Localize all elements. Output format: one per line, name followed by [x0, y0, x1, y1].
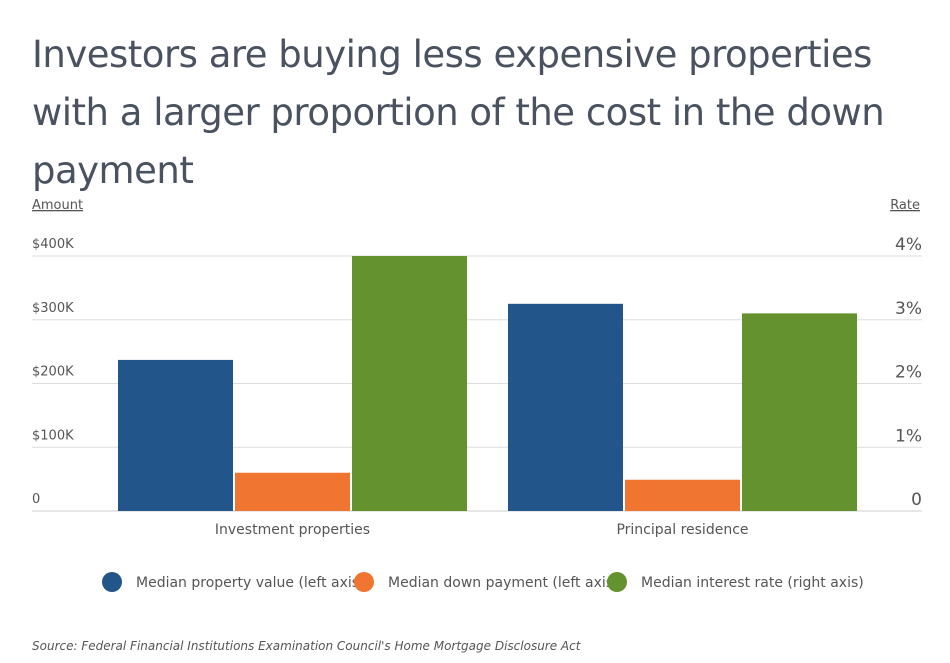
category-label: Principal residence: [616, 522, 748, 538]
bar-1-1: [118, 359, 233, 511]
right-tick-label: 1%: [895, 426, 922, 446]
legend-swatch: [354, 572, 374, 592]
bar-3-2: [742, 313, 857, 511]
legend-label: Median property value (left axis): [136, 575, 365, 591]
left-tick-label: $400K: [32, 237, 74, 252]
bar-3-1: [352, 256, 467, 511]
right-tick-label: 4%: [895, 235, 922, 255]
legend-swatch: [102, 572, 122, 592]
right-tick-label: 0: [911, 490, 922, 510]
bar-2-2: [625, 479, 740, 511]
category-label: Investment properties: [215, 522, 370, 538]
right-axis-title: Rate: [890, 198, 920, 213]
left-tick-label: $100K: [32, 428, 74, 443]
chart-title: Investors are buying less expensive prop…: [32, 33, 885, 192]
left-tick-label: 0: [32, 492, 40, 507]
left-tick-label: $300K: [32, 301, 74, 316]
right-tick-label: 3%: [895, 299, 922, 319]
source-note: Source: Federal Financial Institutions E…: [32, 639, 582, 653]
bar-2-1: [235, 472, 350, 511]
right-tick-label: 2%: [895, 363, 922, 383]
left-axis-title: Amount: [32, 198, 83, 213]
legend-swatch: [607, 572, 627, 592]
bar-1-2: [508, 303, 623, 511]
legend-label: Median down payment (left axis): [388, 575, 619, 591]
legend-label: Median interest rate (right axis): [641, 575, 864, 591]
left-tick-label: $200K: [32, 365, 74, 380]
